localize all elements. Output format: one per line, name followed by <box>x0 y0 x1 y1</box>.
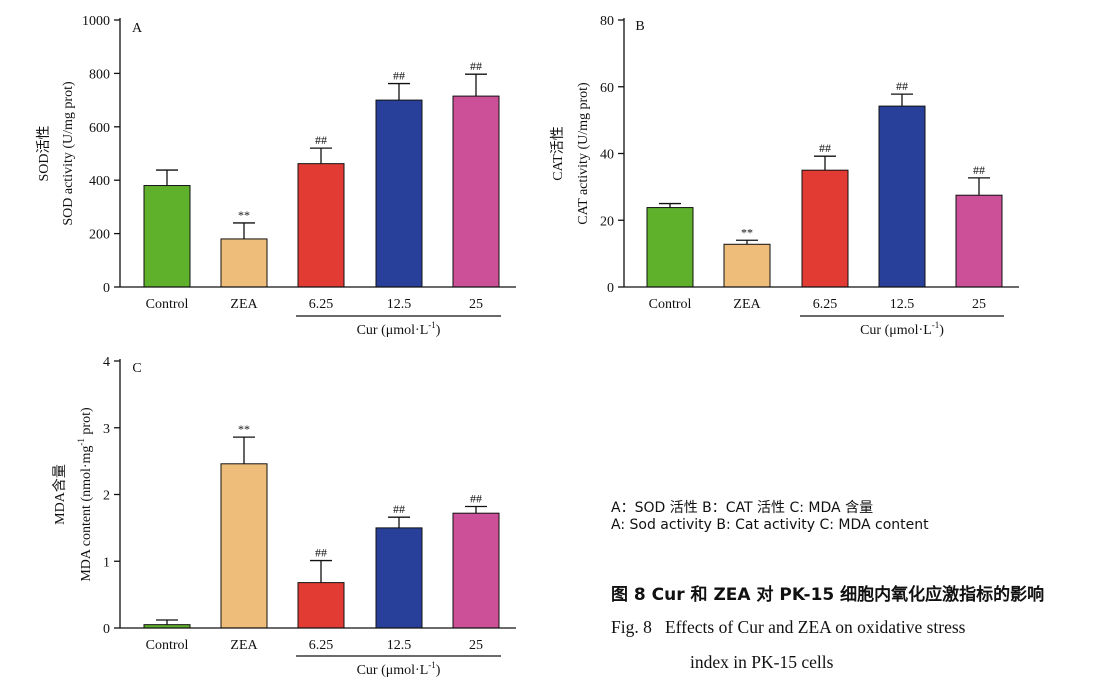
figure-caption-cn: 图 8 Cur 和 ZEA 对 PK-15 细胞内氧化应激指标的影响 <box>611 585 1045 605</box>
panel-label: B <box>635 19 644 34</box>
bar-ZEA <box>220 238 268 288</box>
x-tick-label: 12.5 <box>890 297 915 312</box>
figure-caption-en-line1: Fig. 8 Effects of Cur and ZEA on oxidati… <box>611 617 966 637</box>
bar-6.25 <box>297 163 345 288</box>
y-tick-label: 60 <box>600 81 614 96</box>
y-axis-label-cn: SOD活性 <box>36 125 52 181</box>
bar-25 <box>452 95 500 288</box>
y-tick-label: 800 <box>89 67 110 82</box>
y-tick-label: 1000 <box>82 14 110 29</box>
y-tick-label: 2 <box>103 489 110 504</box>
bar-12.5 <box>375 527 423 629</box>
chart-panel-b: Control ** ZEA ## 6.25 ## 12.5 ## 25 0 20 40 60 80 B Cu… <box>550 14 1019 338</box>
bar-Control <box>143 185 191 288</box>
bar-6.25 <box>801 169 849 288</box>
y-tick-label: 600 <box>89 121 110 136</box>
significance-mark: ## <box>393 502 405 516</box>
y-axis-label-cn: CAT活性 <box>550 126 566 180</box>
y-tick-label: 200 <box>89 228 110 243</box>
bar-25 <box>452 512 500 629</box>
panel-legend-en: A: Sod activity B: Cat activity C: MDA c… <box>611 517 929 533</box>
group-label: Cur (μmol·L-1) <box>357 320 441 338</box>
bar-12.5 <box>878 105 926 288</box>
y-tick-label: 0 <box>103 281 110 296</box>
significance-mark: ## <box>315 546 327 560</box>
bar-12.5 <box>375 99 423 288</box>
significance-mark: ## <box>470 492 482 506</box>
significance-mark: ## <box>470 59 482 73</box>
group-label: Cur (μmol·L-1) <box>860 320 944 338</box>
y-axis-label-cn: MDA含量 <box>52 464 68 525</box>
bar-ZEA <box>220 463 268 629</box>
x-tick-label: 25 <box>972 297 986 312</box>
y-tick-label: 400 <box>89 174 110 189</box>
significance-mark: ** <box>741 225 753 239</box>
figure-caption-en-line2: index in PK-15 cells <box>690 652 834 672</box>
significance-mark: ** <box>238 422 250 436</box>
chart-panel-c: Control ** ZEA ## 6.25 ## 12.5 ## 25 0 1 2 3 4 C Cur (μ… <box>52 355 516 678</box>
x-tick-label: ZEA <box>733 297 761 312</box>
bar-6.25 <box>297 582 345 629</box>
x-tick-label: 12.5 <box>387 297 412 312</box>
x-tick-label: 6.25 <box>309 638 334 653</box>
x-tick-label: 25 <box>469 638 483 653</box>
significance-mark: ## <box>393 69 405 83</box>
significance-mark: ## <box>973 163 985 177</box>
significance-mark: ## <box>315 133 327 147</box>
x-tick-label: 12.5 <box>387 638 412 653</box>
significance-mark: ## <box>896 79 908 93</box>
y-tick-label: 0 <box>103 622 110 637</box>
y-tick-label: 0 <box>607 281 614 296</box>
y-tick-label: 4 <box>103 355 110 370</box>
bar-ZEA <box>723 243 771 288</box>
significance-mark: ## <box>819 141 831 155</box>
y-tick-label: 3 <box>103 422 110 437</box>
group-label: Cur (μmol·L-1) <box>357 660 441 678</box>
y-tick-label: 1 <box>103 555 110 570</box>
bar-Control <box>646 207 694 288</box>
y-axis-label-en: MDA content (nmol·mg-1 prot) <box>76 407 94 582</box>
y-tick-label: 80 <box>600 14 614 29</box>
bar-25 <box>955 194 1003 288</box>
panel-label: C <box>132 361 141 376</box>
panel-legend-cn: A：SOD 活性 B：CAT 活性 C: MDA 含量 <box>611 500 874 516</box>
x-tick-label: Control <box>146 638 189 653</box>
x-tick-label: Control <box>649 297 692 312</box>
y-axis-label-en: SOD activity (U/mg prot) <box>61 81 76 226</box>
x-tick-label: ZEA <box>230 638 258 653</box>
y-tick-label: 20 <box>600 214 614 229</box>
panel-label: A <box>132 21 143 36</box>
y-tick-label: 40 <box>600 148 614 163</box>
significance-mark: ** <box>238 208 250 222</box>
x-tick-label: ZEA <box>230 297 258 312</box>
x-tick-label: 6.25 <box>813 297 838 312</box>
x-tick-label: Control <box>146 297 189 312</box>
y-axis-label-en: CAT activity (U/mg prot) <box>576 82 591 225</box>
chart-panel-a: Control ** ZEA ## 6.25 ## 12.5 ## 25 0 200 400 600 80… <box>36 14 516 338</box>
x-tick-label: 6.25 <box>309 297 334 312</box>
x-tick-label: 25 <box>469 297 483 312</box>
